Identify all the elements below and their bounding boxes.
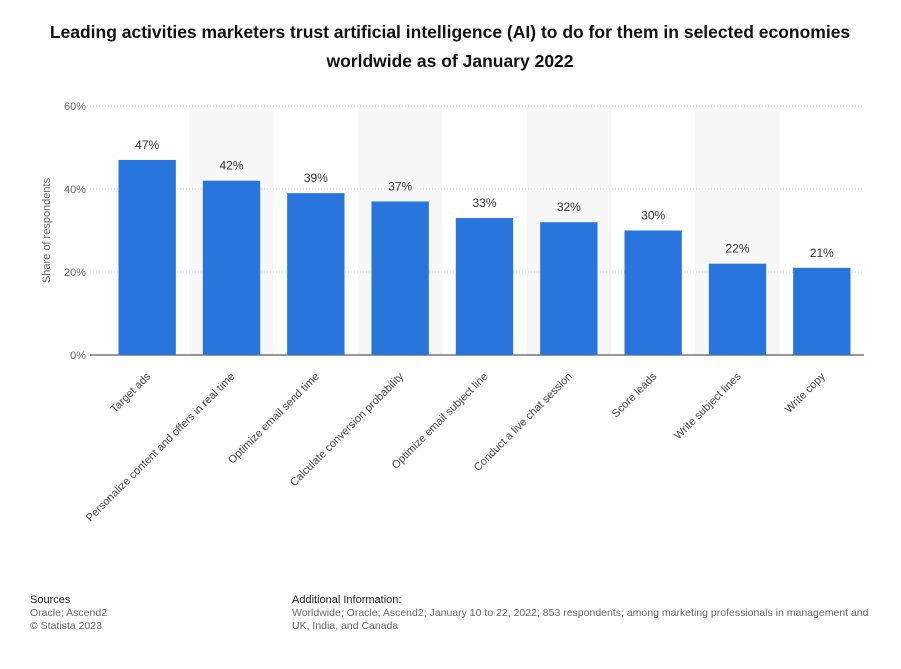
value-label: 32%: [557, 200, 581, 214]
value-label: 47%: [135, 138, 159, 152]
value-label: 37%: [388, 179, 412, 193]
y-tick-label: 40%: [64, 184, 86, 196]
bar: [371, 201, 429, 355]
bar: [287, 193, 345, 355]
x-tick-label: Score leads: [610, 370, 660, 420]
bar: [202, 180, 261, 355]
source-line: Oracle; Ascend2: [30, 607, 108, 619]
chart-title: Leading activities marketers trust artif…: [49, 22, 851, 71]
x-tick-label: Write copy: [783, 370, 828, 415]
bar: [708, 263, 767, 355]
value-label: 21%: [810, 246, 834, 260]
value-label: 42%: [219, 159, 243, 173]
x-tick-label: Conduct a live chat session: [472, 371, 575, 474]
info-line: UK, India, and Canada: [292, 620, 399, 632]
bar: [118, 159, 176, 355]
x-tick-label: Personalize content and offers in real t…: [84, 371, 238, 525]
sources-title: Sources: [30, 594, 71, 606]
sources: Sources Oracle; Ascend2 © Statista 2023: [30, 594, 107, 633]
value-label: 30%: [641, 209, 665, 223]
info-title: Additional Information:: [292, 594, 402, 606]
y-tick-label: 0%: [70, 350, 86, 362]
x-tick-label: Write subject lines: [672, 370, 744, 442]
x-tick-label: Target ads: [108, 370, 153, 415]
bar: [624, 230, 682, 355]
source-line: © Statista 2023: [30, 620, 102, 632]
value-label: 39%: [304, 171, 328, 185]
additional-info: Additional Information: Worldwide; Oracl…: [292, 594, 901, 633]
x-tick-label: Optimize email send time: [226, 371, 322, 467]
bar: [793, 267, 851, 355]
x-tick-label: Optimize email subject line: [390, 371, 491, 472]
y-axis-label: Share of respondents: [41, 177, 53, 283]
info-line: Worldwide; Oracle; Ascend2; January 10 t…: [292, 607, 869, 619]
value-label: 33%: [472, 196, 496, 210]
y-tick-label: 60%: [64, 101, 86, 113]
bar: [540, 222, 598, 355]
bar: [455, 218, 514, 355]
y-tick-label: 20%: [64, 267, 86, 279]
value-label: 22%: [725, 242, 749, 256]
